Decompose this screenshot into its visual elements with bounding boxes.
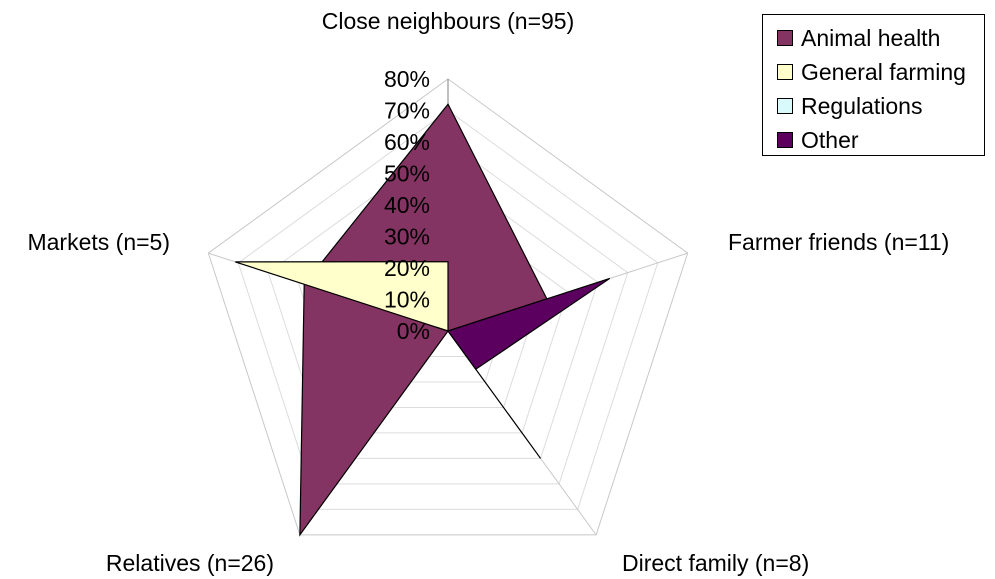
rtick-label: 10% <box>384 287 430 313</box>
series-area-general-farming <box>235 261 542 459</box>
chart-legend: Animal health General farming Regulation… <box>762 14 985 156</box>
series-area-other <box>447 277 611 371</box>
rtick-label: 50% <box>384 161 430 187</box>
radial-tick-labels: 0% 10% 20% 30% 40% 50% 60% 70% 80% <box>384 66 430 344</box>
series-area-regulations <box>435 326 449 332</box>
radar-series <box>235 103 611 537</box>
legend-swatch <box>777 30 793 46</box>
rtick-label: 40% <box>384 192 430 218</box>
category-label: Farmer friends (n=11) <box>728 229 949 255</box>
category-label: Close neighbours (n=95) <box>322 8 575 34</box>
category-label: Relatives (n=26) <box>106 550 274 576</box>
legend-label: Other <box>801 126 859 153</box>
legend-item-other: Other <box>763 123 984 157</box>
legend-label: Animal health <box>801 24 941 51</box>
legend-swatch <box>777 132 793 148</box>
category-labels: Close neighbours (n=95) Farmer friends (… <box>27 8 949 576</box>
legend-item-regulations: Regulations <box>763 89 984 123</box>
rtick-label: 60% <box>384 129 430 155</box>
legend-item-animal-health: Animal health <box>763 21 984 55</box>
grid-ring <box>267 141 629 485</box>
legend-swatch <box>777 64 793 80</box>
grid-ring <box>237 109 659 510</box>
category-label: Direct family (n=8) <box>622 550 809 576</box>
legend-label: Regulations <box>801 92 923 119</box>
rtick-label: 20% <box>384 255 430 281</box>
rtick-label: 80% <box>384 66 430 92</box>
legend-item-general-farming: General farming <box>763 55 984 89</box>
rtick-label: 30% <box>384 224 430 250</box>
legend-swatch <box>777 98 793 114</box>
legend-label: General farming <box>801 58 966 85</box>
rtick-label: 0% <box>397 318 430 344</box>
rtick-label: 70% <box>384 98 430 124</box>
category-label: Markets (n=5) <box>27 229 170 255</box>
grid-ring <box>207 78 689 536</box>
